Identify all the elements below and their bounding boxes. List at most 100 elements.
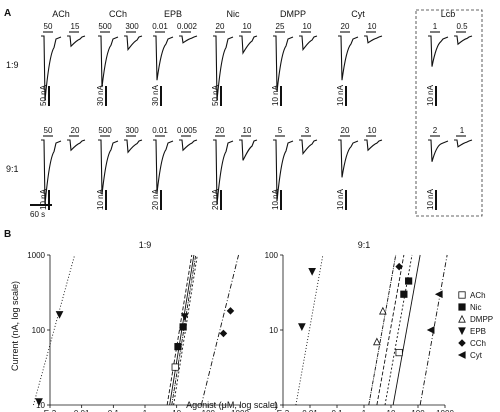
current-response: [239, 35, 258, 55]
data-point: [298, 323, 306, 331]
fit-line: [295, 254, 324, 406]
x-axis-label: Agonist (μM, log scale): [186, 400, 278, 410]
current-scale-label: 30 nA: [151, 84, 160, 106]
fit-line: [419, 254, 448, 406]
conc-label: 20: [341, 22, 350, 31]
data-point: [434, 290, 443, 299]
data-point: [395, 262, 403, 271]
conc-label: 1: [433, 22, 438, 31]
data-point: [35, 398, 43, 406]
fit-line: [384, 254, 413, 406]
data-point: [405, 277, 413, 285]
current-scale-label: 30 nA: [96, 84, 105, 106]
current-response: [153, 139, 174, 194]
data-point: [379, 306, 387, 315]
conc-label: 10: [303, 22, 312, 31]
legend-label-cyt: Cyt: [470, 351, 483, 360]
fit-line: [376, 254, 405, 406]
current-response: [98, 139, 119, 195]
current-scale-label: 10 nA: [426, 84, 435, 106]
current-response: [428, 35, 449, 67]
current-response: [98, 35, 119, 88]
current-response: [428, 139, 449, 162]
data-point: [457, 351, 466, 359]
drug-header-dmpp: DMPP: [280, 9, 306, 19]
legend-label-dmpp: DMPP: [470, 315, 493, 324]
conc-label: 15: [71, 22, 80, 31]
drug-header-lcb: Lcb: [441, 9, 456, 19]
data-point: [180, 313, 189, 321]
current-response: [67, 35, 86, 48]
x-tick-label: 1000: [231, 409, 249, 412]
conc-label: 20: [71, 126, 80, 135]
current-scale-label: 10 nA: [336, 84, 345, 106]
x-tick-label: 0.1: [331, 409, 343, 412]
data-point: [171, 363, 179, 371]
x-tick-label: E-3: [44, 409, 57, 412]
conc-label: 10: [243, 126, 252, 135]
data-point: [458, 327, 466, 336]
x-tick-label: 100: [411, 409, 425, 412]
current-response: [299, 35, 318, 52]
x-tick-label: 10: [172, 409, 181, 412]
current-scale-label: 50 nA: [39, 84, 48, 106]
row-label: 9:1: [6, 164, 19, 174]
current-scale-label: 10 nA: [271, 188, 280, 210]
legend-label-nic: Nic: [470, 303, 482, 312]
conc-label: 20: [216, 126, 225, 135]
conc-label: 0.002: [177, 22, 198, 31]
current-scale-label: 10 nA: [426, 188, 435, 210]
trace-1:9-nic: 20 10 50 nA: [211, 22, 258, 106]
data-point: [55, 311, 64, 319]
data-point: [458, 339, 466, 347]
row-label: 1:9: [6, 60, 19, 70]
trace-1:9-dmpp: 25 10 10 nA: [271, 22, 318, 106]
conc-label: 300: [125, 126, 139, 135]
x-tick-label: 0.1: [108, 409, 120, 412]
current-scale-label: 10 nA: [39, 188, 48, 210]
fit-line: [200, 254, 239, 406]
fit-line: [166, 254, 193, 406]
conc-label: 10: [368, 22, 377, 31]
conc-label: 0.005: [177, 126, 198, 135]
drug-header-nic: Nic: [227, 9, 240, 19]
data-point: [395, 348, 403, 357]
current-response: [67, 139, 86, 152]
conc-label: 500: [98, 22, 112, 31]
legend: ACh Nic DMPP EPB CCh Cyt: [457, 291, 493, 360]
current-scale-label: 10 nA: [96, 188, 105, 210]
y-tick-label: 100: [32, 326, 46, 335]
conc-label: 300: [125, 22, 139, 31]
current-response: [213, 35, 234, 101]
x-tick-label: 0.01: [302, 409, 318, 412]
data-point: [426, 326, 435, 334]
current-response: [364, 35, 383, 44]
y-axis-label: Current (nA, log scale): [10, 281, 20, 371]
panel-a-label: A: [4, 8, 11, 19]
data-point: [373, 337, 381, 346]
conc-label: 1: [460, 126, 465, 135]
data-point: [400, 290, 408, 298]
dose-response-plots: 1:9 E-3 0.01 0.1 1 10 100 1000 10 100 1000 9:1 E-3 0.…: [27, 240, 454, 412]
current-response: [179, 139, 198, 152]
y-tick-label: 1: [274, 401, 279, 410]
row-labels: 1:9 9:1: [6, 60, 19, 174]
current-response: [338, 35, 359, 81]
drug-header-cch: CCh: [109, 9, 127, 19]
y-tick-label: 100: [265, 251, 279, 260]
y-tick-label: 10: [269, 326, 278, 335]
conc-label: 0.01: [152, 126, 168, 135]
trace-1:9-ach: 50 15 50 nA: [39, 22, 86, 106]
conc-label: 500: [98, 126, 112, 135]
current-response: [273, 139, 294, 202]
current-scale-label: 10 nA: [336, 188, 345, 210]
current-response: [338, 139, 359, 178]
conc-label: 2: [433, 126, 438, 135]
drug-headers: ACh CCh EPB Nic DMPP Cyt Lcb: [52, 9, 455, 19]
trace-1:9-epb: 0.01 0.002 30 nA: [151, 22, 198, 106]
current-response: [273, 35, 294, 92]
x-tick-label: 1: [143, 409, 148, 412]
current-response: [364, 139, 383, 152]
